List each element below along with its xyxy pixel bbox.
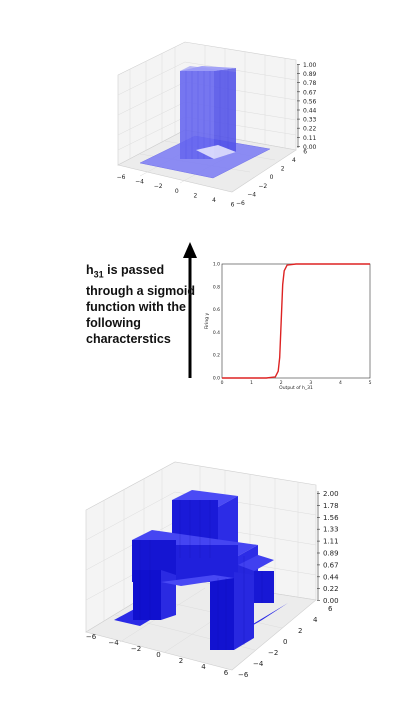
top-3d-surface-plot: 1.00 0.89 0.78 0.67 0.56 0.44 0.33 0.22 0.11 0.00… xyxy=(117,41,317,209)
top-z-tick-8: 0.11 xyxy=(303,135,317,142)
sigmoid-y-tick-0: 0.0 xyxy=(213,376,220,382)
top-x-tick-0: −6 xyxy=(117,174,126,181)
bottom-z-tick-5: 0.89 xyxy=(323,550,339,558)
top-y-tick-1: −4 xyxy=(247,191,256,198)
bottom-z-tick-9: 0.00 xyxy=(323,597,339,605)
top-y-tick-0: −6 xyxy=(236,200,245,207)
bottom-y-tick-4: 2 xyxy=(298,627,302,635)
bottom-plot-x-tick-labels: −6 −4 −2 0 2 4 6 xyxy=(86,633,229,677)
top-plot-pillar xyxy=(180,66,236,159)
bottom-z-tick-1: 1.78 xyxy=(323,502,339,510)
bottom-z-tick-8: 0.22 xyxy=(323,585,339,593)
top-x-tick-4: 2 xyxy=(193,192,197,199)
sigmoid-y-tick-3: 0.6 xyxy=(213,307,220,313)
bottom-3d-surface-plot: 2.00 1.78 1.56 1.33 1.11 0.89 0.67 0.44 0.22 0.00… xyxy=(85,461,339,679)
bottom-z-tick-4: 1.11 xyxy=(323,538,339,546)
bottom-y-tick-5: 4 xyxy=(313,616,318,624)
bottom-y-tick-1: −4 xyxy=(253,660,264,668)
top-plot-z-tick-labels: 1.00 0.89 0.78 0.67 0.56 0.44 0.33 0.22 0.11 0.00 xyxy=(297,62,317,151)
top-z-tick-2: 0.78 xyxy=(303,80,317,87)
bottom-z-tick-6: 0.67 xyxy=(323,561,339,569)
sigmoid-axes-frame xyxy=(221,263,371,379)
sigmoid-y-label: Firing y xyxy=(204,312,210,329)
top-z-tick-6: 0.33 xyxy=(303,117,317,124)
up-arrow xyxy=(183,242,197,378)
top-y-tick-2: −2 xyxy=(258,183,267,190)
bottom-z-tick-2: 1.56 xyxy=(323,514,339,522)
caption-h: h xyxy=(86,263,94,277)
sigmoid-x-tick-0: 0 xyxy=(221,380,224,386)
caption-text: h31 is passed through a sigmoid function… xyxy=(86,262,198,347)
sigmoid-y-tick-1: 0.2 xyxy=(213,353,220,359)
bottom-z-tick-3: 1.33 xyxy=(323,526,339,534)
top-plot-x-tick-labels: −6 −4 −2 0 2 4 6 xyxy=(117,174,235,209)
top-y-tick-6: 6 xyxy=(303,148,307,155)
bottom-plot-z-tick-labels: 2.00 1.78 1.56 1.33 1.11 0.89 0.67 0.44 0.22 0.00 xyxy=(317,490,339,605)
top-x-tick-5: 4 xyxy=(212,197,216,204)
top-x-tick-6: 6 xyxy=(231,202,235,209)
bottom-z-tick-7: 0.44 xyxy=(323,573,339,581)
bottom-plot-blocks xyxy=(132,490,274,650)
top-y-tick-5: 4 xyxy=(292,157,296,164)
bottom-x-tick-4: 2 xyxy=(179,657,183,665)
caption-subscript: 31 xyxy=(93,269,104,280)
top-z-tick-5: 0.44 xyxy=(303,108,317,115)
bottom-x-tick-6: 6 xyxy=(224,669,229,677)
bottom-y-tick-3: 0 xyxy=(283,638,287,646)
sigmoid-y-tick-4: 0.8 xyxy=(213,284,220,290)
sigmoid-tick-labels: 0 1 2 3 4 5 0.0 0.2 0.4 0.6 0.8 1.0 xyxy=(213,262,372,387)
sigmoid-x-tick-2: 2 xyxy=(280,380,283,386)
sigmoid-chart: 0 1 2 3 4 50.00.20.40.60.81.0 Output of h_31 … xyxy=(204,262,372,392)
top-y-tick-4: 2 xyxy=(281,166,285,173)
sigmoid-series-line xyxy=(222,263,370,379)
sigmoid-x-tick-4: 4 xyxy=(339,380,342,386)
bottom-x-tick-1: −4 xyxy=(108,639,119,647)
sigmoid-y-tick-2: 0.4 xyxy=(213,330,220,336)
top-z-tick-7: 0.22 xyxy=(303,126,317,133)
top-y-tick-3: 0 xyxy=(270,174,274,181)
top-z-tick-9: 0.00 xyxy=(303,144,317,151)
bottom-x-tick-2: −2 xyxy=(131,645,141,653)
top-z-tick-3: 0.67 xyxy=(303,89,317,96)
caption-rest: is passed through a sigmoid function wit… xyxy=(86,263,196,346)
top-x-tick-1: −4 xyxy=(135,179,144,186)
sigmoid-x-tick-1: 1 xyxy=(250,380,253,386)
sigmoid-y-tick-5: 1.0 xyxy=(213,262,220,268)
top-x-tick-2: −2 xyxy=(154,183,163,190)
top-z-tick-0: 1.00 xyxy=(303,62,317,69)
bottom-y-tick-6: 6 xyxy=(328,605,333,613)
bottom-x-tick-0: −6 xyxy=(86,633,97,641)
bottom-z-tick-0: 2.00 xyxy=(323,490,339,498)
bottom-x-tick-3: 0 xyxy=(156,651,160,659)
bottom-x-tick-5: 4 xyxy=(201,663,206,671)
sigmoid-x-tick-5: 5 xyxy=(369,380,372,386)
bottom-y-tick-2: −2 xyxy=(268,649,278,657)
sigmoid-x-tick-3: 3 xyxy=(309,380,312,386)
bottom-y-tick-0: −6 xyxy=(238,671,249,679)
bottom-plot-y-tick-labels: −6 −4 −2 0 2 4 6 xyxy=(238,605,333,679)
sigmoid-x-label: Output of h_31 xyxy=(279,385,313,391)
top-x-tick-3: 0 xyxy=(175,188,179,195)
top-z-tick-1: 0.89 xyxy=(303,71,317,78)
top-z-tick-4: 0.56 xyxy=(303,98,317,105)
